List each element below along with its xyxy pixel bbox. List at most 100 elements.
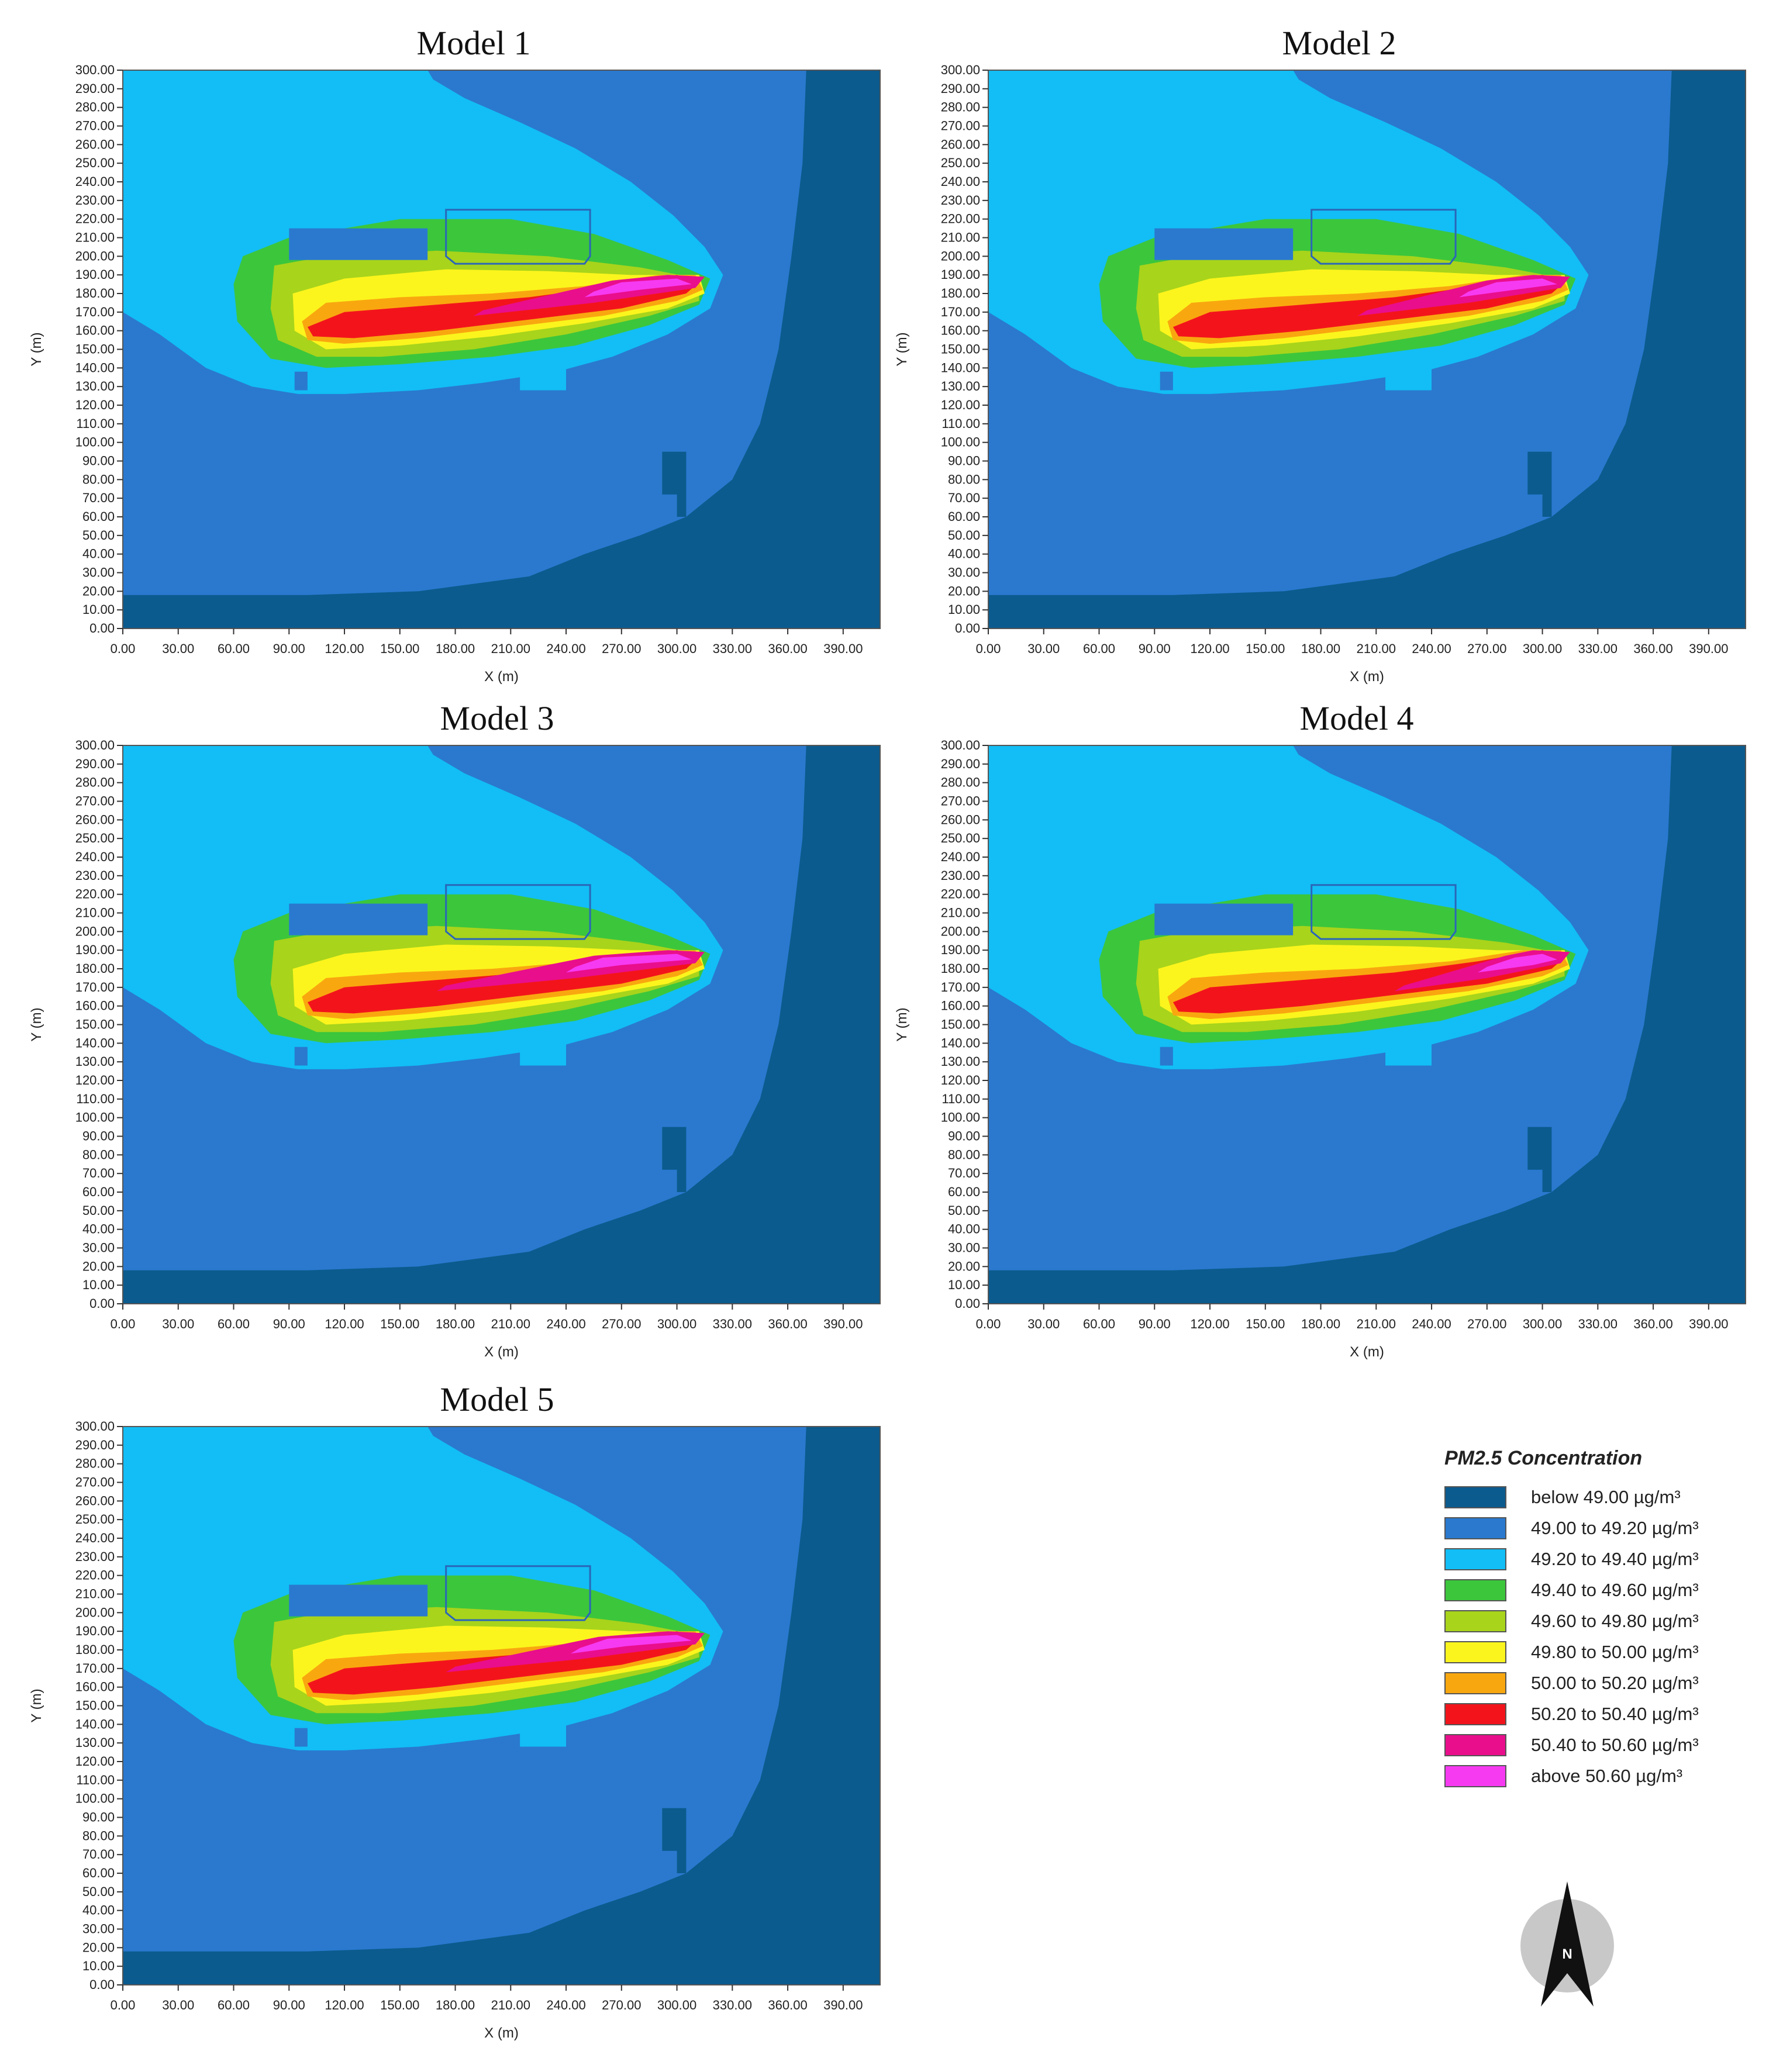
y-tick-label: 20.00	[82, 583, 115, 598]
y-tick-label: 240.00	[941, 174, 980, 189]
panel-model-5: Model 5 0.00 10.00 20.00 30.00 40.00 50.00 60.…	[0, 1380, 889, 2058]
y-tick-label: 10.00	[82, 1277, 115, 1292]
arrow-right-half	[1567, 1881, 1594, 2007]
y-tick-label: 0.00	[89, 1977, 115, 1992]
x-tick-label: 90.00	[1139, 641, 1171, 656]
y-tick-label: 200.00	[941, 924, 980, 938]
y-tick-label: 90.00	[82, 1810, 115, 1825]
panel-title: Model 1	[416, 24, 531, 62]
x-tick-label: 270.00	[602, 1317, 641, 1331]
band-49-20-49-40-blob	[520, 1709, 566, 1747]
x-tick-label: 60.00	[1083, 641, 1115, 656]
x-tick-label: 120.00	[1190, 1317, 1229, 1331]
y-tick-label: 230.00	[75, 1549, 115, 1564]
legend-label: 49.00 to 49.20 µg/m³	[1531, 1517, 1699, 1538]
plot-area	[988, 745, 1746, 1304]
y-tick-label: 240.00	[75, 849, 115, 864]
y-tick-label: 190.00	[941, 942, 980, 957]
x-tick-label: 390.00	[1689, 641, 1728, 656]
y-tick-label: 250.00	[75, 1512, 115, 1527]
y-tick-label: 70.00	[82, 1166, 115, 1180]
y-tick-label: 270.00	[941, 119, 980, 133]
y-tick-label: 70.00	[82, 491, 115, 505]
x-tick-label: 90.00	[273, 641, 305, 656]
y-tick-label: 100.00	[941, 435, 980, 450]
y-tick-label: 220.00	[75, 212, 115, 226]
building-block	[1154, 903, 1294, 935]
x-axis-label: X (m)	[484, 1344, 519, 1360]
y-tick-label: 30.00	[948, 565, 980, 580]
y-tick-label: 290.00	[941, 81, 980, 96]
building-stub	[1160, 371, 1173, 391]
x-tick-label: 390.00	[1689, 1317, 1728, 1331]
y-tick-label: 180.00	[941, 961, 980, 976]
legend-swatch	[1444, 1517, 1506, 1539]
chart-svg: 0.00 10.00 20.00 30.00 40.00 50.00 60.00 70.00 8…	[894, 738, 1746, 1360]
y-tick-label: 180.00	[75, 1642, 115, 1657]
x-tick-label: 0.00	[111, 1317, 136, 1331]
panel-title: Model 2	[1282, 24, 1396, 62]
x-tick-label: 0.00	[976, 641, 1001, 656]
band-50-20-50-40	[1172, 950, 1565, 1014]
building-block	[289, 228, 428, 260]
y-tick-label: 190.00	[75, 942, 115, 957]
panel-model-2: Model 2 0.00 10.00 20.00 30.00 40.00 50.00 60.…	[865, 23, 1754, 702]
legend-label: 49.80 to 50.00 µg/m³	[1531, 1641, 1699, 1662]
y-tick-label: 130.00	[75, 379, 115, 393]
y-tick-label: 30.00	[82, 565, 115, 580]
y-tick-label: 60.00	[948, 1185, 980, 1199]
x-tick-label: 90.00	[273, 1998, 305, 2012]
x-tick-label: 330.00	[713, 1317, 752, 1331]
y-tick-label: 260.00	[75, 137, 115, 151]
y-tick-label: 170.00	[75, 305, 115, 319]
legend-title: PM2.5 Concentration	[1444, 1447, 1643, 1469]
y-tick-label: 280.00	[941, 775, 980, 790]
y-tick-label: 200.00	[941, 248, 980, 263]
legend-item: 50.20 to 50.40 µg/m³	[1444, 1698, 1748, 1729]
x-tick-label: 60.00	[1083, 1317, 1115, 1331]
y-tick-label: 200.00	[75, 1605, 115, 1619]
y-tick-label: 150.00	[941, 342, 980, 357]
band-49-20-49-40-blob	[520, 353, 566, 391]
x-tick-label: 150.00	[380, 1317, 419, 1331]
panel-model-4: Model 4 0.00 10.00 20.00 30.00 40.00 50.00 60.…	[865, 699, 1754, 1377]
band-above-50-60	[566, 954, 692, 973]
y-tick-label: 220.00	[941, 887, 980, 902]
y-axis-label: Y (m)	[29, 1007, 44, 1041]
x-tick-label: 150.00	[1246, 641, 1285, 656]
legend-label: above 50.60 µg/m³	[1531, 1765, 1683, 1786]
y-tick-label: 60.00	[948, 509, 980, 524]
x-tick-label: 30.00	[162, 641, 194, 656]
legend-item: 49.00 to 49.20 µg/m³	[1444, 1512, 1748, 1543]
legend-items: below 49.00 µg/m³ 49.00 to 49.20 µg/m³ 4…	[1444, 1482, 1748, 1791]
band-above-50-60	[1459, 278, 1557, 298]
band-above-50-60	[570, 1635, 692, 1654]
y-tick-label: 80.00	[948, 472, 980, 486]
x-tick-label: 120.00	[325, 1317, 364, 1331]
y-tick-label: 40.00	[948, 1222, 980, 1237]
y-tick-label: 280.00	[75, 100, 115, 115]
band-below-notch	[662, 1127, 687, 1192]
y-tick-label: 230.00	[75, 193, 115, 208]
legend-item: 49.40 to 49.60 µg/m³	[1444, 1574, 1748, 1605]
y-tick-label: 160.00	[941, 323, 980, 338]
y-tick-label: 290.00	[75, 757, 115, 771]
y-tick-label: 130.00	[75, 1735, 115, 1750]
x-axis-label: X (m)	[1350, 669, 1384, 685]
y-tick-label: 210.00	[75, 906, 115, 920]
y-tick-label: 0.00	[955, 621, 980, 636]
x-tick-label: 240.00	[546, 1317, 585, 1331]
y-tick-label: 120.00	[941, 1073, 980, 1087]
y-tick-label: 240.00	[75, 1531, 115, 1545]
y-tick-label: 40.00	[82, 1222, 115, 1237]
y-tick-label: 20.00	[82, 1259, 115, 1273]
x-tick-label: 270.00	[1467, 641, 1506, 656]
legend-swatch	[1444, 1548, 1506, 1570]
y-tick-label: 30.00	[82, 1241, 115, 1255]
y-tick-label: 0.00	[955, 1296, 980, 1311]
y-tick-label: 10.00	[948, 602, 980, 617]
y-tick-label: 80.00	[82, 1147, 115, 1162]
x-tick-label: 330.00	[1578, 641, 1618, 656]
y-axis-label: Y (m)	[894, 1007, 910, 1041]
y-tick-label: 280.00	[941, 100, 980, 115]
